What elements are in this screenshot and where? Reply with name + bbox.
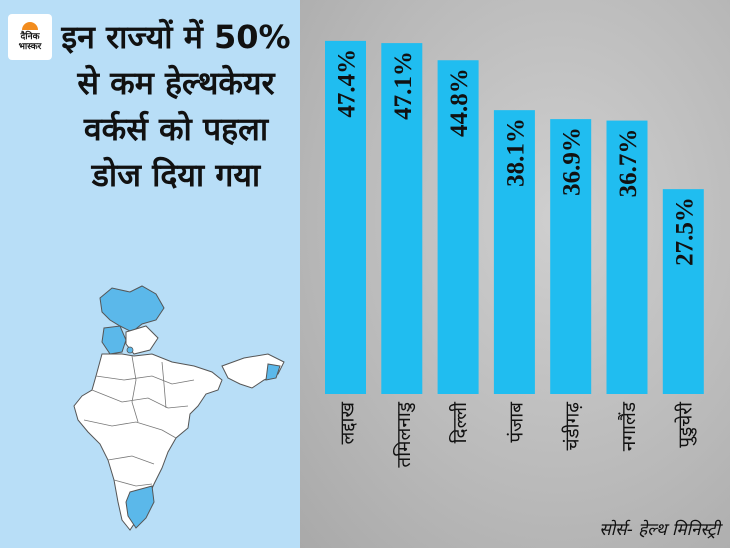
category-label-1: तमिलनाडु (392, 401, 416, 467)
value-label-0: 47.4% (334, 49, 361, 118)
india-map-icon (73, 285, 285, 531)
brand-logo: दैनिक भास्कर (8, 14, 52, 60)
logo-line-1: दैनिक (20, 32, 40, 42)
info-panel: दैनिक भास्कर इन राज्यों में 50% से कम हे… (0, 0, 300, 548)
category-labels-group: लद्दाख तमिलनाडु दिल्ली पंजाब चंडीगढ़ नगालैंड प… (337, 401, 698, 468)
source-note: सोर्स- हेल्थ मिनिस्ट्री (599, 520, 720, 540)
headline: इन राज्यों में 50% से कम हेल्थकेयर वर्कर… (61, 18, 291, 194)
bar-1 (381, 43, 423, 394)
bar-4 (550, 119, 592, 394)
value-label-1: 47.1% (390, 51, 417, 120)
category-label-6: पुडुचेरी (673, 401, 697, 448)
bar-2 (437, 60, 479, 395)
bar-0 (325, 40, 366, 395)
category-label-5: नगालैंड (617, 401, 640, 451)
category-label-2: दिल्ली (448, 401, 471, 443)
bar-chart: 47.4% 47.1% 44.8% 38.1% 36.9% 36.7% 27.5% लद्द… (325, 40, 704, 468)
map-borders (83, 355, 195, 487)
value-label-5: 36.7% (615, 129, 642, 198)
map-region-ladakh (99, 285, 165, 333)
value-labels-group: 47.4% 47.1% 44.8% 38.1% 36.9% 36.7% 27.5% (334, 49, 699, 266)
value-label-4: 36.9% (559, 127, 586, 196)
value-label-6: 27.5% (671, 197, 698, 266)
bar-3 (493, 110, 535, 394)
map-region-north (125, 325, 159, 355)
logo-line-2: भास्कर (18, 42, 42, 52)
category-label-3: पंजाब (505, 401, 527, 443)
map-region-nagaland (265, 363, 281, 381)
bar-5 (606, 120, 648, 395)
map-region-delhi (126, 346, 134, 354)
bar-6 (662, 189, 704, 394)
value-label-3: 38.1% (502, 118, 529, 187)
bars-group (325, 40, 704, 395)
map-region-punjab (101, 325, 127, 355)
sun-icon (22, 22, 38, 30)
category-label-4: चंडीगढ़ (561, 402, 584, 451)
map-region-tamilnadu (125, 485, 155, 529)
category-label-0: लद्दाख (337, 402, 359, 445)
value-label-2: 44.8% (446, 68, 473, 137)
